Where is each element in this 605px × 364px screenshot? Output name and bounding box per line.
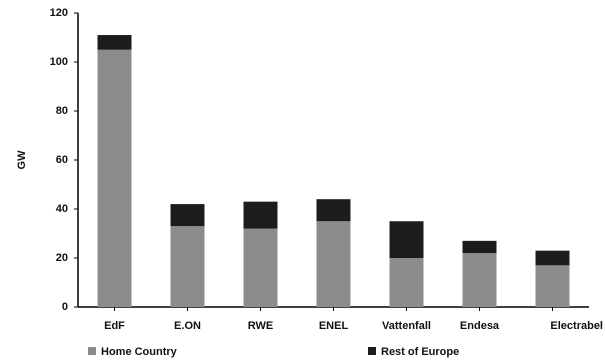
bar-segment	[317, 199, 351, 221]
legend-swatch	[88, 347, 96, 355]
y-tick-label: 100	[50, 56, 68, 68]
y-tick-label: 0	[62, 301, 68, 313]
bar-segment	[536, 265, 570, 307]
bar-segment	[98, 50, 132, 307]
bar-segment	[98, 35, 132, 50]
y-tick-label: 20	[56, 252, 68, 264]
x-tick-label: ENEL	[319, 320, 349, 332]
bar-segment	[536, 251, 570, 266]
y-tick-label: 40	[56, 203, 68, 215]
legend-swatch	[368, 347, 376, 355]
bar-segment	[244, 229, 278, 307]
x-tick-label: EdF	[104, 320, 125, 332]
y-tick-label: 80	[56, 105, 68, 117]
bar-segment	[171, 226, 205, 307]
bar-segment	[390, 221, 424, 258]
y-tick-label: 120	[50, 7, 68, 19]
x-tick-label: RWE	[248, 320, 273, 332]
bar-segment	[463, 253, 497, 307]
bar-segment	[317, 221, 351, 307]
bar-segment	[244, 202, 278, 229]
y-tick-label: 60	[56, 154, 68, 166]
x-tick-label: Endesa	[460, 320, 500, 332]
bar-segment	[171, 204, 205, 226]
x-tick-label: Electrabel	[550, 320, 603, 332]
legend-label: Home Country	[101, 346, 178, 358]
bar-segment	[463, 241, 497, 253]
legend-label: Rest of Europe	[381, 346, 459, 358]
chart: GW 0 20 40 60 80 100 120 EdF E.ON RWE ENEL Vattenfa…	[0, 0, 605, 364]
bar-segment	[390, 258, 424, 307]
x-tick-label: Vattenfall	[382, 320, 431, 332]
y-axis-label: GW	[16, 150, 28, 170]
x-tick-label: E.ON	[174, 320, 201, 332]
